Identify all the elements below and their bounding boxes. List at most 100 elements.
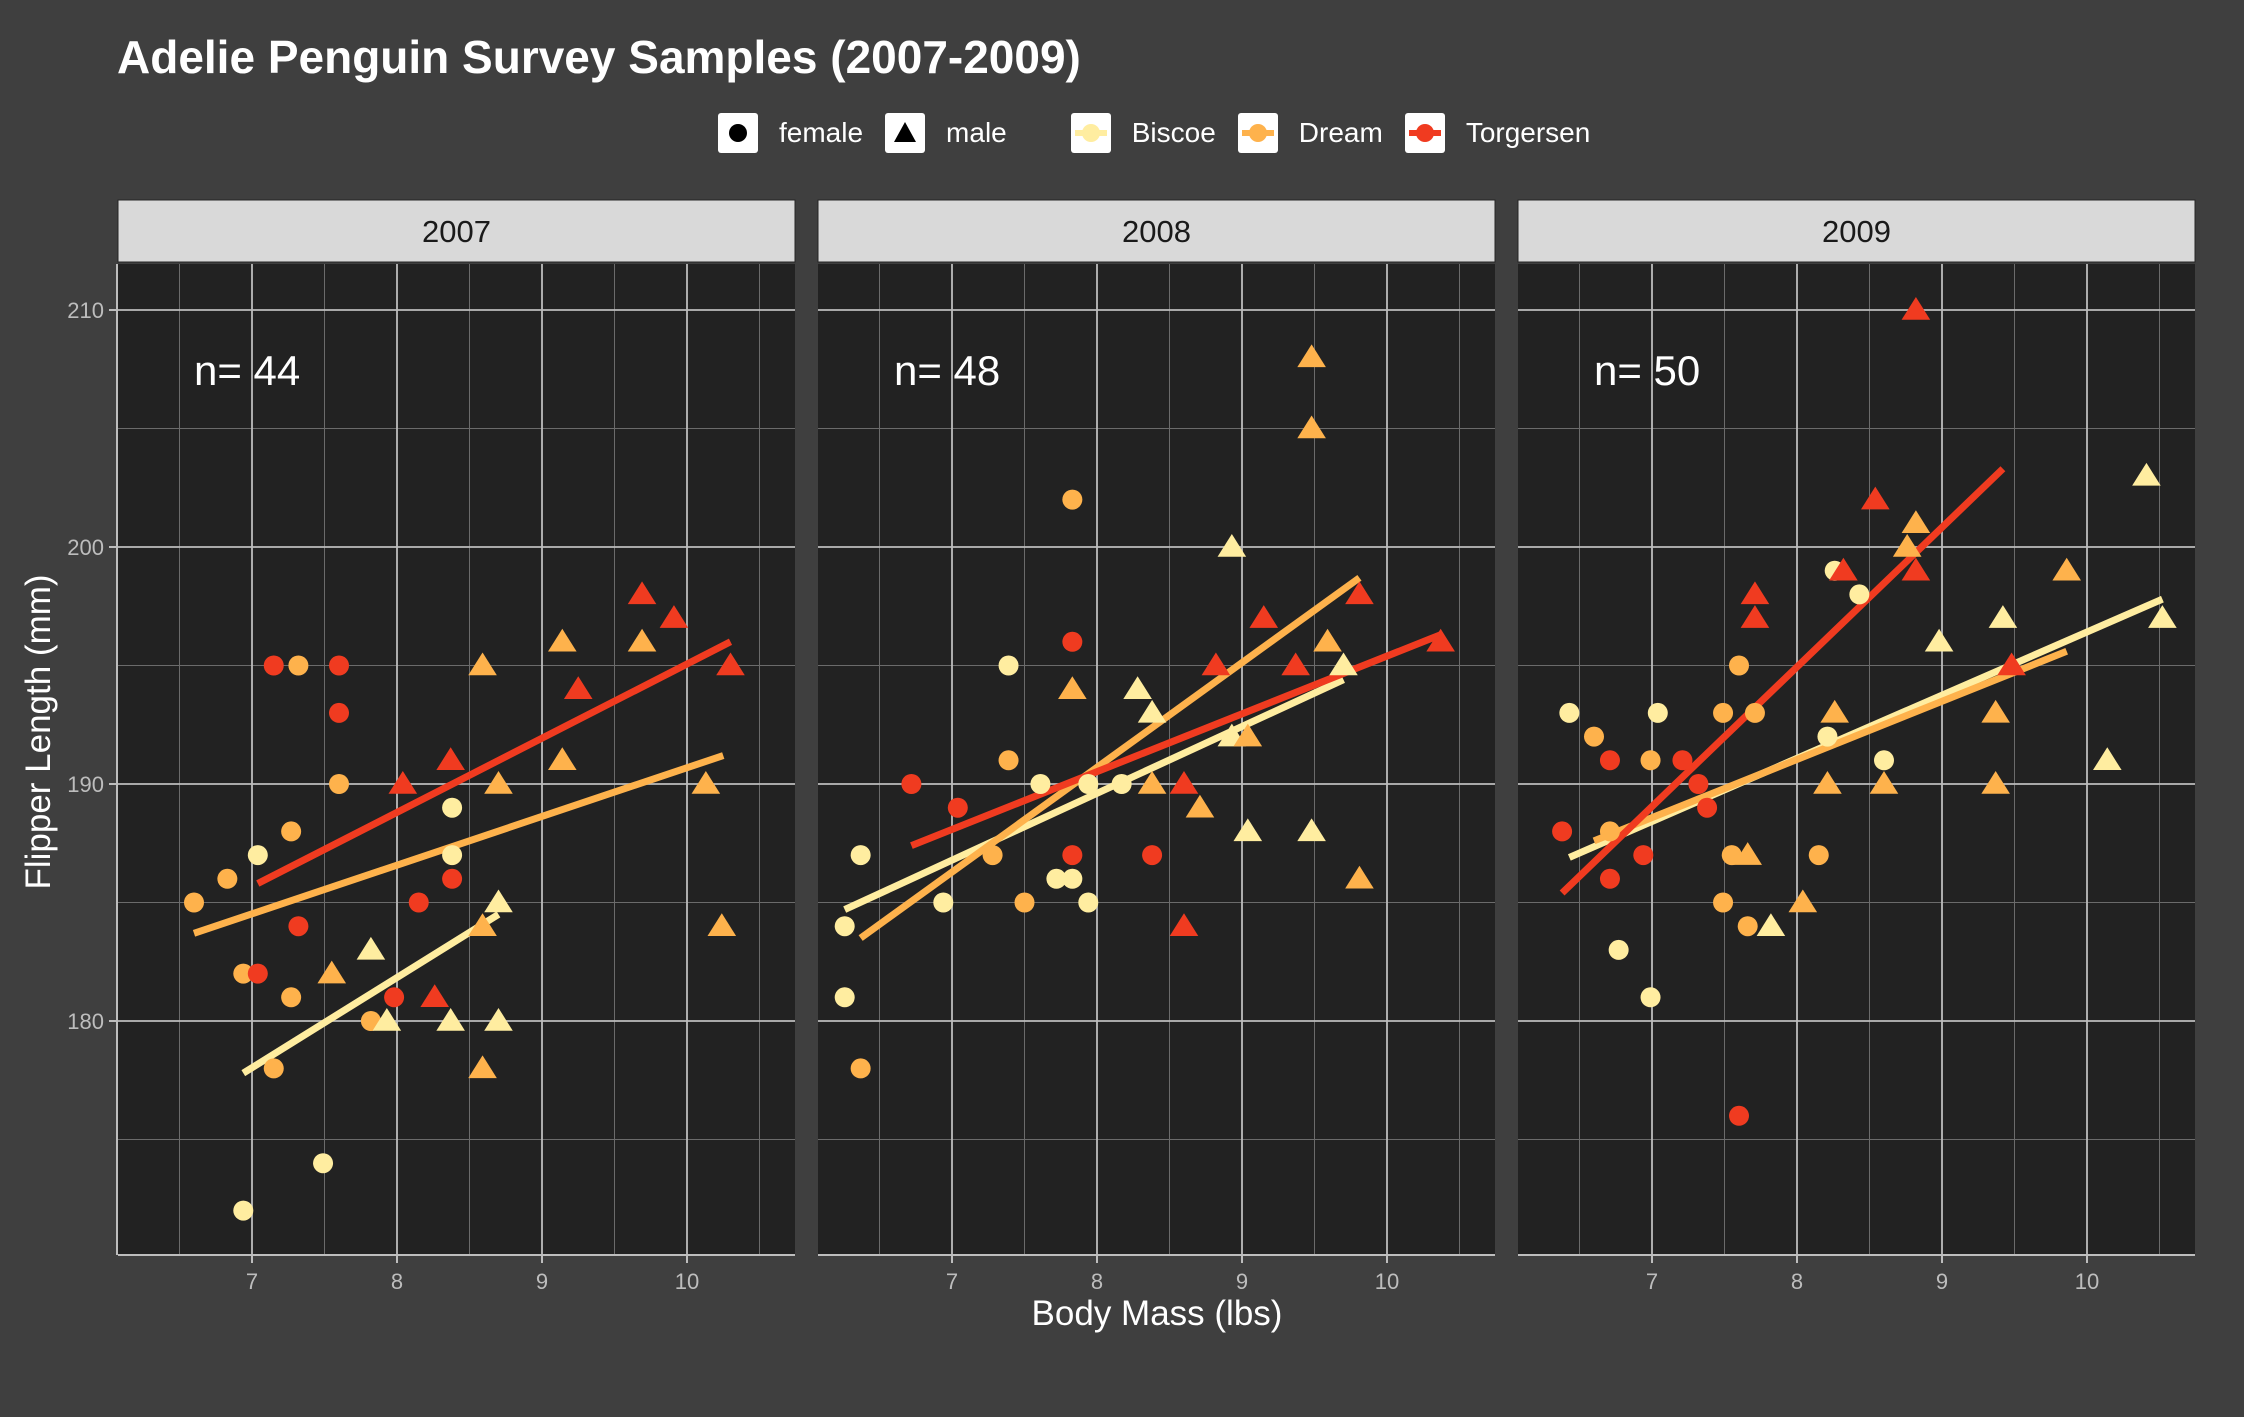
data-point-male <box>1813 771 1842 794</box>
data-point-male <box>627 581 657 605</box>
data-point-female <box>288 655 309 676</box>
data-point-female <box>247 963 268 984</box>
legend-label-male: male <box>946 117 1007 148</box>
data-point-male <box>356 936 386 960</box>
trend-line-torgersen <box>1559 466 2006 896</box>
data-point-male <box>1892 534 1922 557</box>
data-point-female <box>1633 845 1654 866</box>
data-point-male <box>1169 913 1199 936</box>
data-point-male <box>659 605 689 628</box>
data-point-female <box>1046 868 1067 889</box>
data-point-male <box>691 771 721 794</box>
data-point-female <box>1559 702 1580 723</box>
legend-item-torgersen: Torgersen <box>1404 113 1590 153</box>
data-point-female <box>1697 797 1718 818</box>
trend-line-torgersen <box>256 638 733 887</box>
data-point-female <box>998 655 1019 676</box>
facet-strip-label: 2008 <box>1122 214 1191 249</box>
data-point-female <box>233 1200 254 1221</box>
sample-count-label: n= 48 <box>894 347 1000 394</box>
data-point-male <box>420 984 449 1008</box>
torgersen-swatch-icon <box>1404 113 1445 153</box>
data-point-male <box>1297 344 1326 368</box>
data-point-male <box>484 1008 513 1031</box>
data-point-male <box>1249 605 1279 628</box>
data-point-female <box>1849 584 1870 605</box>
sample-count-label: n= 50 <box>1594 347 1700 394</box>
data-point-female <box>850 1058 871 1079</box>
data-point-male <box>484 771 513 794</box>
biscoe-swatch-icon <box>1070 113 1111 153</box>
data-point-female <box>1078 892 1099 913</box>
x-tick-label: 8 <box>1091 1269 1103 1294</box>
data-point-female <box>1640 750 1661 771</box>
data-point-female <box>834 987 855 1008</box>
data-point-female <box>1599 821 1620 842</box>
data-point-male <box>1924 628 1954 652</box>
data-point-male <box>1756 913 1786 936</box>
x-tick-label: 7 <box>1646 1269 1658 1294</box>
data-point-female <box>281 821 302 842</box>
legend-label-female: female <box>779 117 864 148</box>
x-tick-label: 8 <box>1791 1269 1803 1294</box>
data-point-male <box>1733 842 1762 865</box>
data-point-male <box>1820 699 1849 723</box>
y-tick-label: 200 <box>67 535 104 560</box>
data-point-female <box>1640 987 1661 1008</box>
data-point-female <box>408 892 429 913</box>
data-point-male <box>1788 889 1818 913</box>
data-point-female <box>329 702 349 723</box>
data-point-male <box>1233 723 1263 747</box>
data-point-male <box>1123 676 1152 699</box>
data-point-female <box>1688 774 1709 794</box>
data-point-female <box>263 1058 284 1079</box>
x-tick-label: 7 <box>946 1269 958 1294</box>
data-point-female <box>217 868 238 889</box>
legend-item-biscoe: Biscoe <box>1070 113 1216 153</box>
data-point-male <box>1297 415 1326 439</box>
data-point-male <box>468 913 497 936</box>
y-tick-label: 210 <box>67 298 104 323</box>
data-point-male <box>1329 652 1358 676</box>
plot-panel-background <box>818 264 1495 1254</box>
data-point-male <box>563 676 593 699</box>
data-point-female <box>313 1153 334 1174</box>
data-point-male <box>1426 628 1455 652</box>
data-point-male <box>2052 557 2081 581</box>
legend-label-biscoe: Biscoe <box>1131 117 1216 148</box>
data-point-male <box>1901 557 1931 581</box>
data-point-male <box>2132 462 2161 486</box>
x-axis-title: Body Mass (lbs) <box>1032 1294 1283 1333</box>
data-point-male <box>548 628 577 652</box>
data-point-male <box>2148 605 2177 628</box>
data-point-female <box>947 797 968 818</box>
data-point-male <box>372 1008 402 1031</box>
data-point-female <box>1647 702 1668 723</box>
data-point-male <box>1058 676 1087 699</box>
data-point-male <box>1861 486 1890 510</box>
data-point-female <box>1062 868 1083 889</box>
data-point-female <box>1062 631 1083 652</box>
data-point-male <box>1829 557 1858 581</box>
data-point-male <box>1901 297 1931 320</box>
data-point-male <box>388 771 418 794</box>
facet-strip-label: 2007 <box>422 214 491 249</box>
data-point-female <box>233 963 254 984</box>
data-point-male <box>1233 818 1263 842</box>
data-point-male <box>1137 771 1167 794</box>
facet-strip <box>817 199 1496 263</box>
x-tick-label: 9 <box>1936 1269 1948 1294</box>
data-point-male <box>1313 628 1342 652</box>
data-point-female <box>1874 750 1894 771</box>
data-point-female <box>1608 939 1629 960</box>
data-point-female <box>998 750 1019 771</box>
trend-line-biscoe <box>241 911 501 1077</box>
data-point-female <box>834 916 855 937</box>
y-axis-title: Flipper Length (mm) <box>19 574 58 889</box>
chart-title: Adelie Penguin Survey Samples (2007-2009… <box>117 31 1081 83</box>
data-point-female <box>1030 774 1051 794</box>
data-point-female <box>1062 845 1083 866</box>
data-point-male <box>1185 794 1215 818</box>
legend-item-dream: Dream <box>1237 113 1383 153</box>
